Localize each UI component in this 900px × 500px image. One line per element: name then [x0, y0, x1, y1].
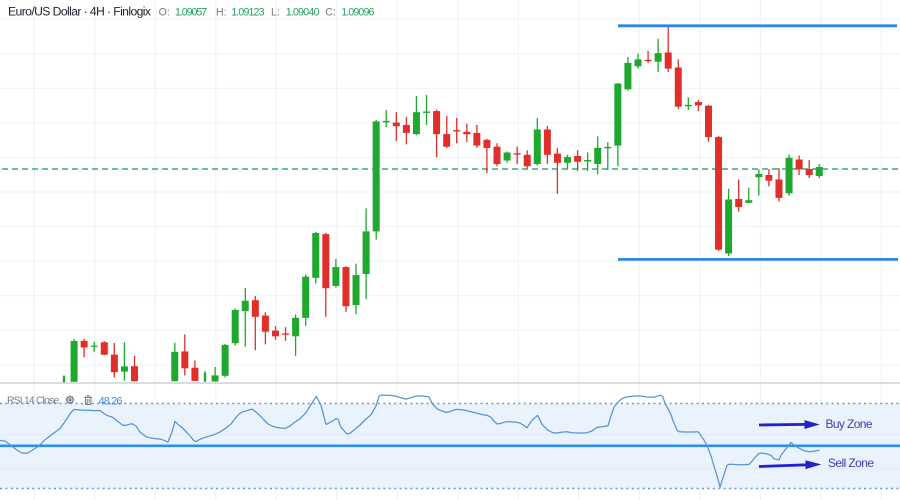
- svg-text:1.09057: 1.09057: [175, 7, 207, 19]
- svg-text:1.09040: 1.09040: [286, 7, 320, 19]
- svg-text:Buy Zone: Buy Zone: [826, 417, 873, 431]
- svg-text:1.09096: 1.09096: [341, 7, 374, 19]
- svg-text:Euro/US Dollar · 4H · Finlogix: Euro/US Dollar · 4H · Finlogix: [8, 5, 151, 19]
- svg-text:Sell Zone: Sell Zone: [828, 456, 874, 470]
- svg-text:RSI 14 Close: RSI 14 Close: [7, 396, 59, 407]
- svg-text:L:: L:: [271, 7, 280, 19]
- svg-text:48.26: 48.26: [99, 395, 123, 407]
- svg-text:C:: C:: [325, 7, 336, 19]
- svg-text:1.09123: 1.09123: [231, 7, 264, 19]
- svg-text:H:: H:: [216, 7, 227, 19]
- svg-text:O:: O:: [159, 7, 170, 19]
